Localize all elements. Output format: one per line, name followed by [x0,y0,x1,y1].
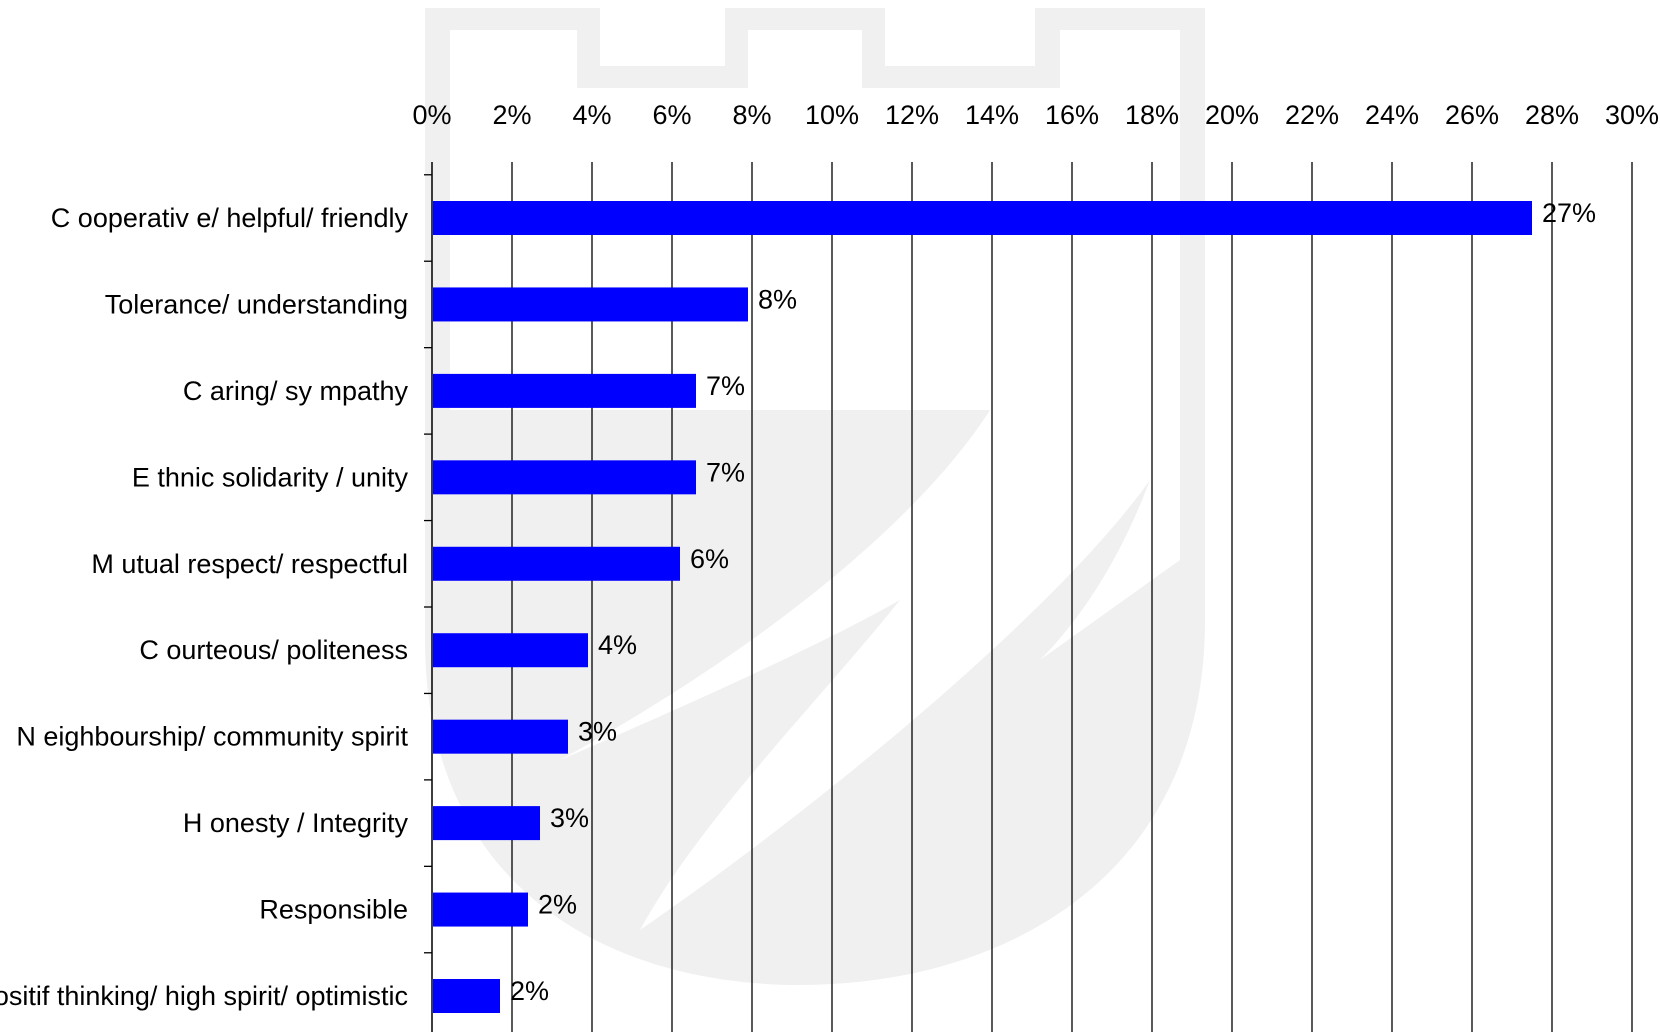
category-label-3: E thnic solidarity / unity [132,462,409,492]
value-label-1: 8% [758,284,797,314]
category-label-0: C ooperativ e/ helpful/ friendly [51,203,409,233]
gridlines [431,162,1633,1032]
x-tick-label-14: 28% [1525,100,1579,130]
x-tick-label-13: 26% [1445,100,1499,130]
x-tick-label-9: 18% [1125,100,1179,130]
value-label-8: 2% [538,890,577,920]
bar-4 [433,546,680,581]
value-label-4: 6% [690,544,729,574]
category-label-2: C aring/ sy mpathy [183,376,409,406]
category-label-1: Tolerance/ understanding [105,289,408,319]
bar-2 [433,373,696,408]
x-tick-label-8: 16% [1045,100,1099,130]
category-labels: C ooperativ e/ helpful/ friendly Toleranc… [0,203,408,1011]
category-label-4: M utual respect/ respectful [91,549,408,579]
y-axis [424,162,433,1032]
x-tick-label-11: 22% [1285,100,1339,130]
bar-8 [433,892,528,927]
value-labels: 27% 8% 7% 7% 6% 4% 3% 3% 2% 2% [510,198,1596,1006]
x-tick-label-10: 20% [1205,100,1259,130]
category-label-6: N eighbourship/ community spirit [16,722,408,752]
x-tick-label-1: 2% [492,100,531,130]
x-tick-label-15: 30% [1605,100,1659,130]
category-label-8: Responsible [259,895,408,925]
value-label-5: 4% [598,630,637,660]
bar-1 [433,287,748,322]
bar-7 [433,806,540,841]
value-label-6: 3% [578,717,617,747]
watermark-castle-shape [425,8,1205,985]
watermark-swoosh [560,410,1180,930]
value-label-7: 3% [550,803,589,833]
bar-6 [433,719,568,754]
x-tick-label-2: 4% [572,100,611,130]
bars [433,201,1532,1013]
x-tick-label-0: 0% [412,100,451,130]
x-tick-label-6: 12% [885,100,939,130]
x-tick-label-5: 10% [805,100,859,130]
value-label-0: 27% [1542,198,1596,228]
category-label-7: H onesty / Integrity [183,808,409,838]
x-tick-label-4: 8% [732,100,771,130]
value-label-3: 7% [706,457,745,487]
watermark-logo [425,8,1205,985]
bar-9 [433,979,500,1013]
x-axis-ticks: 0% 2% 4% 6% 8% 10% 12% 14% 16% 18% 20% 22% 24% 26% 28%… [412,100,1659,130]
value-label-9: 2% [510,976,549,1006]
bar-0 [433,201,1532,235]
value-label-2: 7% [706,371,745,401]
x-tick-label-12: 24% [1365,100,1419,130]
x-tick-label-3: 6% [652,100,691,130]
bar-3 [433,460,696,495]
bar-5 [433,633,588,668]
x-tick-label-7: 14% [965,100,1019,130]
category-label-5: C ourteous/ politeness [139,635,408,665]
category-label-9: Positif thinking/ high spirit/ optimisti… [0,981,408,1011]
